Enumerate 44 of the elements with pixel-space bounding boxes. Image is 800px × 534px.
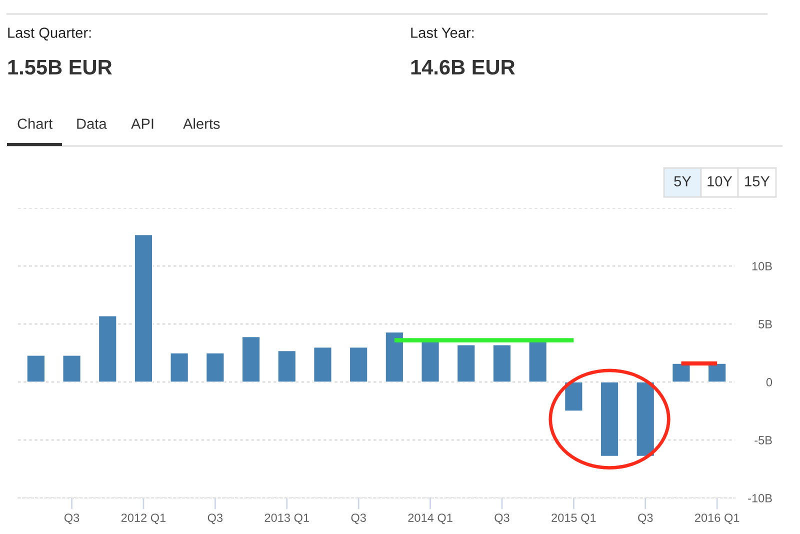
text: API xyxy=(131,118,154,129)
bar xyxy=(600,382,619,457)
x-tick-label: 2016 Q1 xyxy=(695,514,740,524)
y-tick-label: -10B xyxy=(748,494,772,502)
x-tick-label: Q3 xyxy=(351,514,366,524)
x-tick-label: 2012 Q1 xyxy=(121,514,166,524)
text: Chart xyxy=(18,118,53,129)
bar xyxy=(708,363,726,382)
y-tick-label: -5B xyxy=(754,436,772,444)
text: 14.6B EUR xyxy=(411,60,515,75)
bar xyxy=(492,344,512,382)
x-tick-label: Q3 xyxy=(494,514,510,524)
text: 15Y xyxy=(745,176,770,186)
bar xyxy=(277,350,296,382)
bar xyxy=(26,354,46,382)
bar xyxy=(385,332,404,382)
x-tick-label: 2014 Q1 xyxy=(408,514,452,524)
text: Last Year: xyxy=(411,28,474,38)
text: Data xyxy=(77,118,107,129)
x-tick-label: 2015 Q1 xyxy=(552,514,596,524)
y-tick-label: 5B xyxy=(758,320,772,328)
bar xyxy=(564,382,584,412)
text: Last Quarter: xyxy=(8,28,91,41)
bar xyxy=(62,354,82,382)
x-tick-label: Q3 xyxy=(638,514,653,524)
bar xyxy=(636,382,655,457)
bar xyxy=(456,344,476,382)
text: 5Y xyxy=(674,176,692,186)
bar xyxy=(672,363,691,382)
x-tick-label: Q3 xyxy=(208,514,223,524)
bar xyxy=(313,346,332,382)
x-tick-label: 2013 Q1 xyxy=(264,514,309,524)
text: 10Y xyxy=(708,176,732,186)
y-tick-label: 0 xyxy=(766,378,772,386)
bar xyxy=(242,336,260,382)
bar xyxy=(98,315,118,382)
bar xyxy=(349,346,368,382)
y-tick-label: 10B xyxy=(752,262,772,270)
text: 1.55B EUR xyxy=(8,60,112,75)
text: Alerts xyxy=(183,118,220,129)
bar xyxy=(206,352,225,382)
bar xyxy=(170,352,189,382)
x-tick-label: Q3 xyxy=(64,514,80,524)
bar xyxy=(134,234,153,382)
